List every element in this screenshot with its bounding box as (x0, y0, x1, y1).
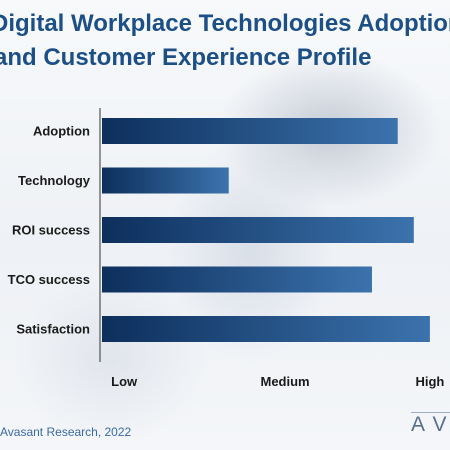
bar-roi-success (102, 217, 414, 243)
bar-technology (102, 167, 229, 194)
category-label: Satisfaction (16, 322, 90, 337)
category-label: ROI success (12, 223, 90, 238)
company-logo-text: AVASANT (411, 413, 450, 436)
tick-label: High (415, 374, 444, 389)
bar-satisfaction (102, 316, 430, 342)
bar-adoption (102, 118, 398, 144)
chart-title-line-2: and Customer Experience Profile (0, 44, 372, 71)
value-tick-labels: Low Medium High (111, 374, 444, 389)
source-note: Avasant Research, 2022 (0, 425, 132, 439)
chart-title-line-1: Digital Workplace Technologies Adoption (0, 10, 450, 37)
category-label: TCO success (8, 272, 90, 287)
logo-rule (411, 412, 450, 413)
tick-label: Low (111, 374, 138, 389)
bar-tco-success (102, 266, 372, 293)
category-label: Technology (18, 173, 91, 188)
bars-group (102, 118, 430, 342)
tick-label: Medium (261, 374, 310, 389)
category-label: Adoption (33, 124, 90, 139)
category-labels: Adoption Technology ROI success TCO success… (8, 124, 91, 337)
company-logo: AVASANT (411, 413, 450, 450)
